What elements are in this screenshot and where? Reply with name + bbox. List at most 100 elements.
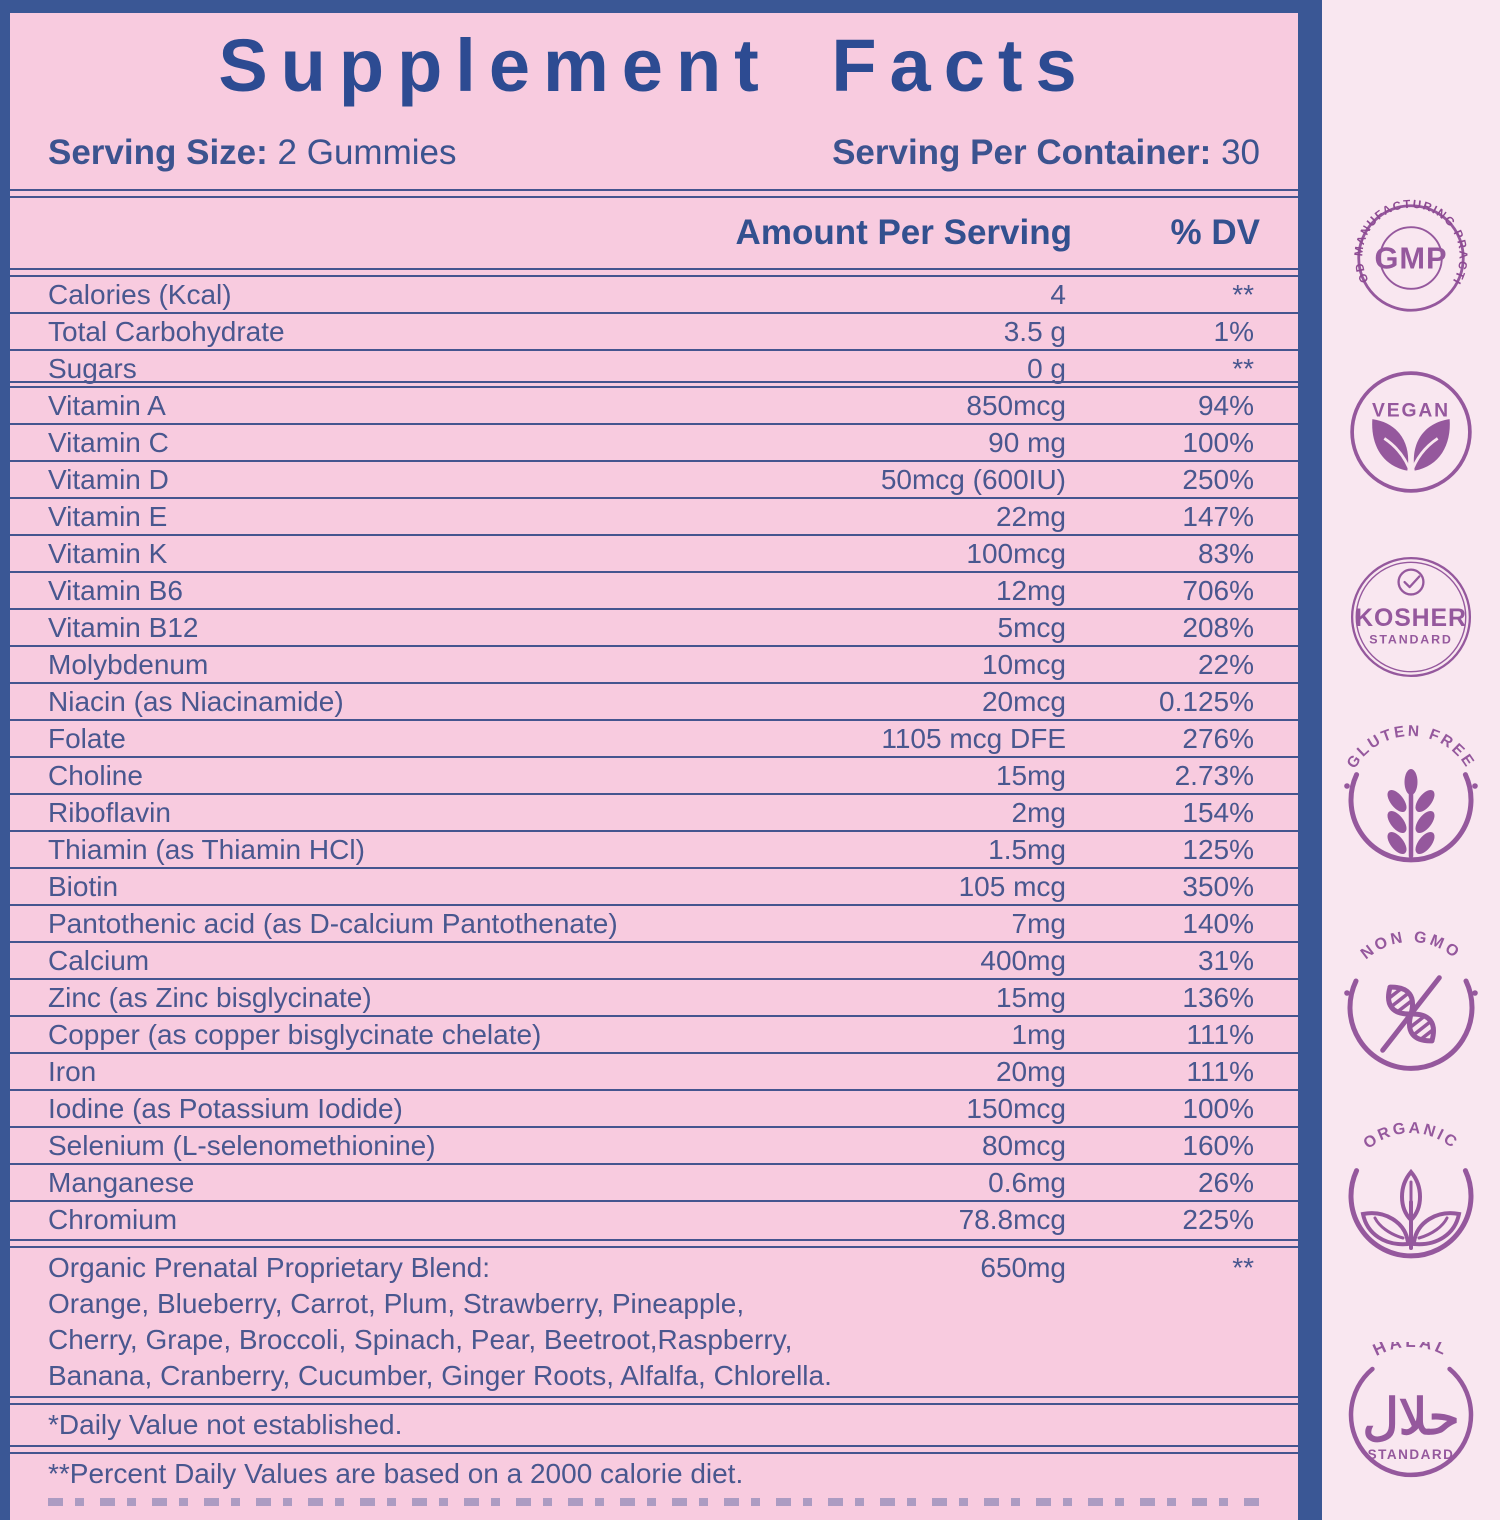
nutrient-name: Choline <box>48 760 143 791</box>
nutrient-amount: 5mcg <box>997 612 1066 643</box>
organic-badge: ORGANIC <box>1348 1122 1474 1259</box>
blend-ingredients-line: Cherry, Grape, Broccoli, Spinach, Pear, … <box>48 1324 793 1355</box>
nutrient-amount: 12mg <box>995 575 1066 606</box>
leaves-icon <box>1372 419 1450 474</box>
svg-text:ORGANIC: ORGANIC <box>1361 1122 1462 1153</box>
badge-inner-ring <box>1379 226 1443 290</box>
nutrient-name: Thiamin (as Thiamin HCl) <box>48 834 365 865</box>
check-icon <box>1397 568 1425 596</box>
nutrient-amount: 4 <box>1050 279 1066 310</box>
nutrient-amount: 20mcg <box>981 686 1066 717</box>
svg-text:HALAL: HALAL <box>1370 1342 1452 1360</box>
nutrient-name: Sugars <box>48 353 137 384</box>
nutrient-amount: 105 mcg <box>958 871 1066 902</box>
badge-inner-ring <box>1355 561 1467 673</box>
nutrient-dv: 111% <box>1186 1056 1254 1087</box>
serving-info-row: Serving Size: 2 Gummies Serving Per Cont… <box>10 103 1298 189</box>
nutrient-amount: 15mg <box>995 982 1066 1013</box>
table-row: Iodine (as Potassium Iodide) 150mcg 100% <box>10 1091 1298 1128</box>
nutrient-dv: 140% <box>1182 908 1254 939</box>
nutrient-dv: 160% <box>1182 1130 1254 1161</box>
serving-size-value: 2 Gummies <box>277 133 457 172</box>
table-row: Copper (as copper bisglycinate chelate) … <box>10 1017 1298 1054</box>
nutrient-dv: 147% <box>1182 501 1254 532</box>
badge-ring <box>1350 371 1472 493</box>
nutrient-amount: 100mcg <box>966 538 1066 569</box>
nutrient-name: Manganese <box>48 1167 195 1198</box>
nutrient-dv: 154% <box>1182 797 1254 828</box>
nutrient-name: Molybdenum <box>48 649 209 680</box>
table-row: Folate 1105 mcg DFE 276% <box>10 721 1298 758</box>
nutrient-amount: 1.5mg <box>988 834 1066 865</box>
badge-arc <box>1348 772 1474 863</box>
table-row: Pantothenic acid (as D-calcium Pantothen… <box>10 906 1298 943</box>
page-title: Supplement Facts <box>218 24 1090 107</box>
nutrient-dv: 31% <box>1197 945 1254 976</box>
section-divider <box>10 1239 1298 1248</box>
nutrient-name: Pantothenic acid (as D-calcium Pantothen… <box>48 908 618 939</box>
nutrient-dv: 0.125% <box>1159 686 1254 717</box>
vegan-badge: VEGAN <box>1350 371 1472 493</box>
nutrient-amount: 0.6mg <box>988 1167 1066 1198</box>
servings-per-container-label: Serving Per Container: <box>832 133 1212 172</box>
nutrient-amount: 90 mg <box>988 427 1066 458</box>
table-row: Niacin (as Niacinamide) 20mcg 0.125% <box>10 684 1298 721</box>
nutrient-dv: 250% <box>1182 464 1254 495</box>
nutrient-dv: 1% <box>1213 316 1254 347</box>
footnote-percent-dv: **Percent Daily Values are based on a 20… <box>48 1458 744 1489</box>
nutrient-dv: 100% <box>1182 1093 1254 1124</box>
nutrient-amount: 50mcg (600IU) <box>880 464 1066 495</box>
nutrient-name: Calories (Kcal) <box>48 279 232 310</box>
nutrient-dv: 125% <box>1182 834 1254 865</box>
table-row: Vitamin D 50mcg (600IU) 250% <box>10 462 1298 499</box>
non-gmo-arc-text: NON GMO <box>1358 929 1461 963</box>
table-row: Thiamin (as Thiamin HCl) 1.5mg 125% <box>10 832 1298 869</box>
arc-dot <box>1344 990 1350 996</box>
serving-size: Serving Size: 2 Gummies <box>48 133 456 173</box>
table-row: Iron 20mg 111% <box>10 1054 1298 1091</box>
nutrient-dv: 83% <box>1197 538 1254 569</box>
nutrient-dv: 94% <box>1197 390 1254 421</box>
table-header: Amount Per Serving % DV <box>10 198 1298 268</box>
table-row: Riboflavin 2mg 154% <box>10 795 1298 832</box>
badge-ring <box>1350 556 1472 678</box>
kosher-line2: STANDARD <box>1369 633 1452 647</box>
table-row: Choline 15mg 2.73% <box>10 758 1298 795</box>
nutrient-amount: 3.5 g <box>1003 316 1066 347</box>
nutrient-amount: 400mg <box>980 945 1066 976</box>
proprietary-blend-section: Organic Prenatal Proprietary Blend: 650m… <box>10 1248 1298 1396</box>
supplement-facts-panel: Supplement Facts Serving Size: 2 Gummies… <box>0 0 1322 1520</box>
table-row: Zinc (as Zinc bisglycinate) 15mg 136% <box>10 980 1298 1017</box>
kosher-badge: KOSHER STANDARD <box>1350 556 1472 678</box>
table-row: Vitamin K 100mcg 83% <box>10 536 1298 573</box>
nutrient-name: Vitamin B12 <box>48 612 199 643</box>
table-row: Vitamin B12 5mcg 208% <box>10 610 1298 647</box>
table-row: Vitamin E 22mg 147% <box>10 499 1298 536</box>
halal-arc-text: HALAL <box>1370 1342 1449 1360</box>
nutrient-name: Biotin <box>48 871 119 902</box>
servings-per-container: Serving Per Container: 30 <box>832 133 1260 173</box>
organic-arc-text: ORGANIC <box>1361 1122 1459 1153</box>
halal-badge: HALAL حلال STANDARD <box>1348 1342 1474 1478</box>
nutrient-name: Vitamin A <box>48 390 166 421</box>
table-row: Selenium (L-selenomethionine) 80mcg 160% <box>10 1128 1298 1165</box>
nutrient-dv: 100% <box>1182 427 1254 458</box>
nutrient-rows: Calories (Kcal) 4 ** Total Carbohydrate … <box>10 277 1298 1239</box>
nutrient-name: Vitamin E <box>48 501 168 532</box>
nutrient-amount: 2mg <box>1011 797 1066 828</box>
arc-dot <box>1344 783 1350 789</box>
nutrient-amount: 80mcg <box>981 1130 1066 1161</box>
serving-size-label: Serving Size: <box>48 133 268 172</box>
nutrient-name: Total Carbohydrate <box>48 316 285 347</box>
table-row: Calcium 400mg 31% <box>10 943 1298 980</box>
amount-column-header: Amount Per Serving <box>735 213 1072 252</box>
nutrient-name: Riboflavin <box>48 797 171 828</box>
plant-icon <box>1360 1168 1462 1250</box>
nutrient-dv: 706% <box>1182 575 1254 606</box>
vegan-label: VEGAN <box>1372 400 1450 421</box>
nutrient-dv: 276% <box>1182 723 1254 754</box>
section-divider <box>10 1396 1298 1405</box>
nutrient-name: Vitamin B6 <box>48 575 183 606</box>
nutrient-name: Chromium <box>48 1204 178 1235</box>
blend-title-line: Organic Prenatal Proprietary Blend: 650m… <box>48 1250 1260 1286</box>
